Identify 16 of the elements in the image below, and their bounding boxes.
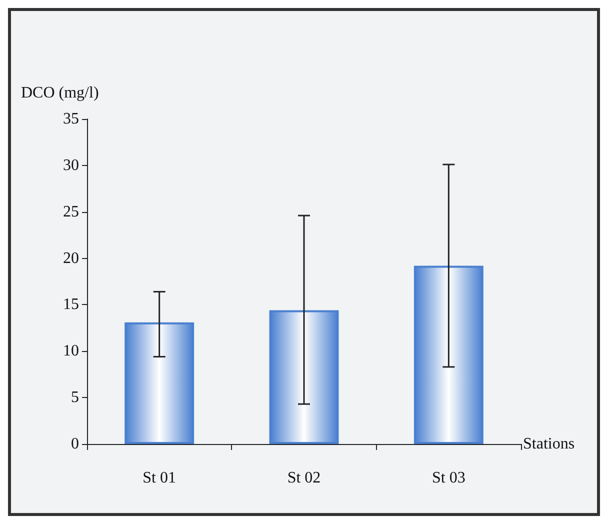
x-axis-title: Stations <box>523 436 575 452</box>
bar <box>124 322 194 444</box>
y-tick-label: 15 <box>63 296 79 314</box>
bar <box>414 266 484 444</box>
y-tick-label: 5 <box>71 389 79 406</box>
x-tick-label: St 03 <box>432 470 466 486</box>
x-tick-label: St 01 <box>142 470 176 486</box>
y-axis-title: DCO (mg/l) <box>21 84 99 102</box>
y-tick-label: 20 <box>63 250 79 267</box>
y-tick-label: 30 <box>63 156 79 174</box>
y-tick-label: 35 <box>63 110 79 128</box>
y-tick-label: 25 <box>63 203 79 220</box>
y-tick-label: 0 <box>71 436 79 452</box>
bar <box>269 310 339 444</box>
y-tick-label: 10 <box>63 342 79 360</box>
x-tick-label: St 02 <box>287 470 321 486</box>
